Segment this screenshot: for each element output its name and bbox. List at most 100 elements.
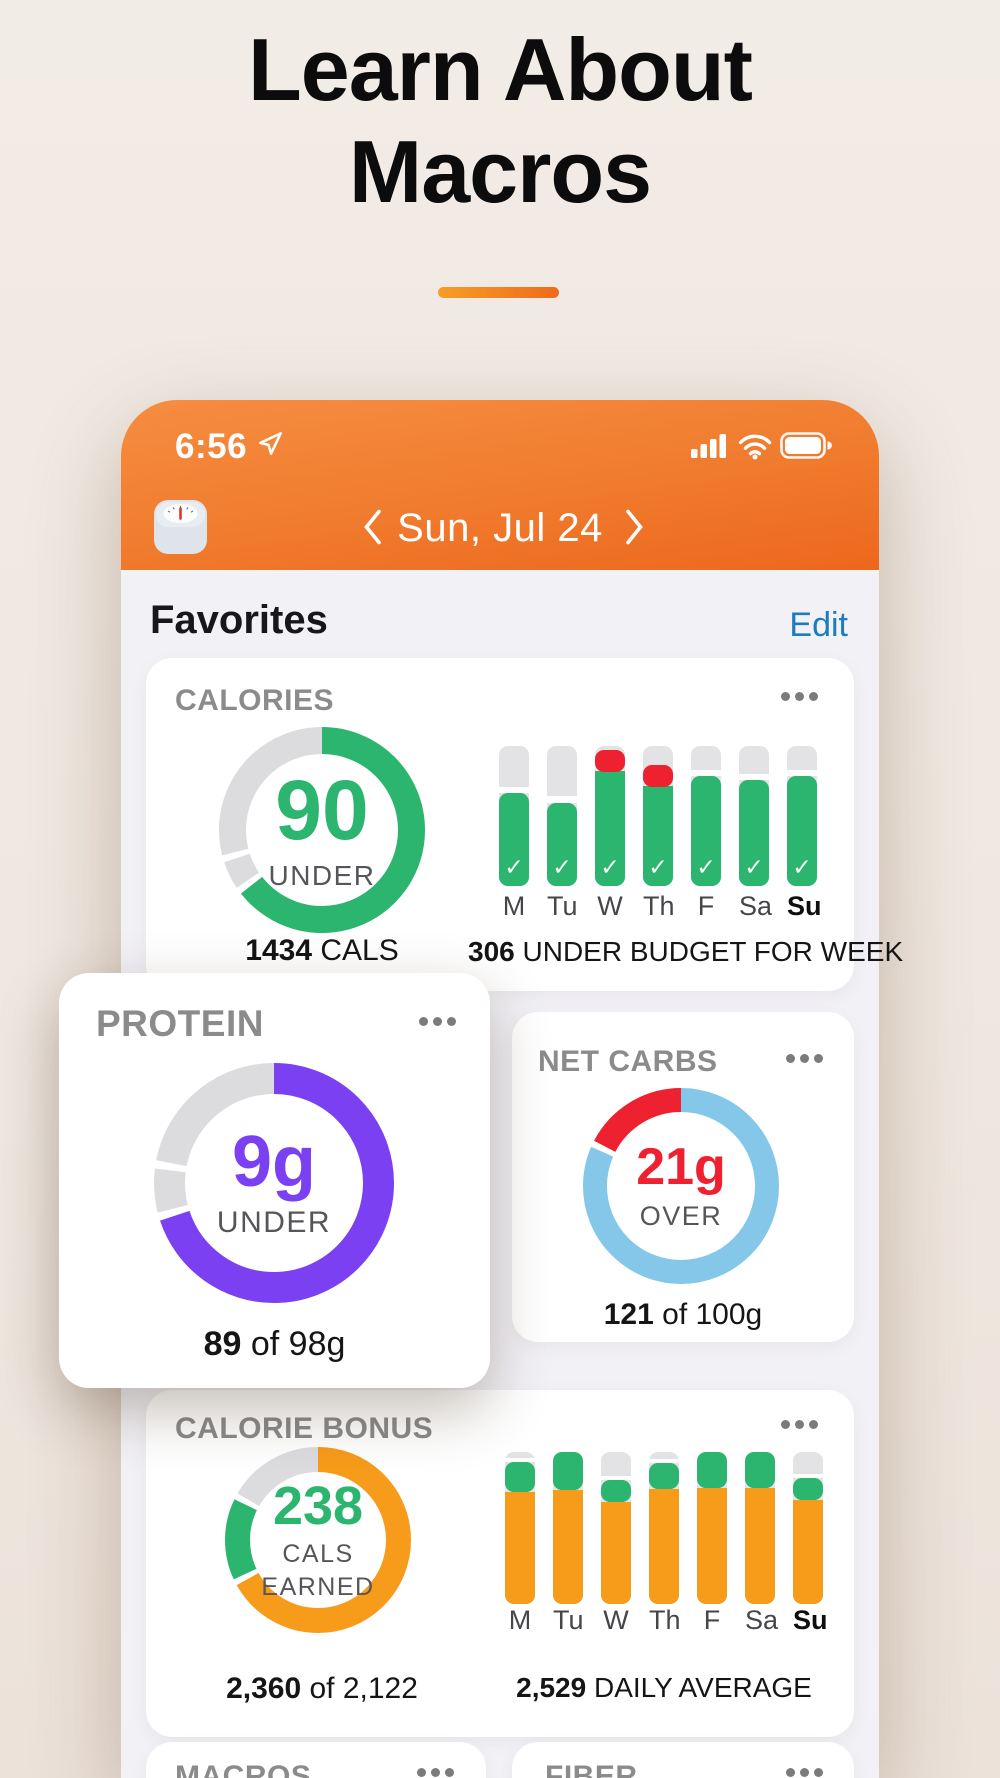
calorie-bonus-donut-center: 238 CALS EARNED	[225, 1447, 411, 1633]
calorie-bonus-caption: 2,360 of 2,122	[146, 1672, 498, 1706]
calorie-bonus-week-day-labels: M Tu W Th F Sa Su	[505, 1605, 828, 1636]
calorie-bonus-caption-rest: of 2,122	[301, 1672, 418, 1705]
weight-scale-icon[interactable]	[154, 500, 207, 559]
day-label-Tu: Tu	[547, 891, 578, 921]
day-checkmark-icon: ✓	[504, 854, 524, 880]
edit-favorites-button[interactable]: Edit	[789, 606, 848, 644]
day-label-W: W	[603, 1605, 629, 1635]
protein-more-options-button[interactable]	[419, 1017, 456, 1026]
macros-card-title: MACROS	[175, 1760, 312, 1778]
location-arrow-icon	[257, 430, 284, 462]
calories-more-options-button[interactable]	[781, 692, 818, 701]
day-label-Sa: Sa	[739, 891, 773, 921]
bar-Tu	[553, 1452, 583, 1604]
bar-Th	[649, 1452, 679, 1604]
bar-Su	[793, 1452, 823, 1604]
calories-donut-chart	[219, 727, 425, 933]
calories-week-day-labels: M Tu W Th F Sa Su	[499, 891, 822, 922]
calories-week-caption: 306 UNDER BUDGET FOR WEEK	[468, 936, 903, 968]
day-label-Su: Su	[787, 891, 822, 921]
calories-caption-rest: CALS	[312, 934, 399, 967]
day-label-Tu: Tu	[553, 1605, 584, 1635]
protein-donut-chart	[154, 1063, 394, 1303]
calorie-bonus-donut-chart	[225, 1447, 411, 1633]
hero-title-line2: Macros	[348, 122, 652, 221]
calorie-bonus-more-options-button[interactable]	[781, 1420, 818, 1429]
card-net-carbs: NET CARBS 21g OVER 121 of 100g	[512, 1012, 854, 1342]
bar-Sa: ✓	[739, 746, 769, 886]
calories-under-value: 90	[275, 763, 369, 857]
calorie-bonus-label2: EARNED	[261, 1572, 375, 1601]
wifi-icon	[738, 433, 772, 465]
card-calories: CALORIES 90 UNDER 1434 CALS ✓ ✓ ✓ ✓ ✓ ✓ ✓ M Tu W…	[146, 658, 903, 991]
day-label-F: F	[703, 1605, 721, 1635]
macros-more-options-button[interactable]	[417, 1768, 454, 1777]
day-checkmark-icon: ✓	[600, 854, 620, 880]
day-label-Su: Su	[793, 1605, 828, 1635]
day-label-Th: Th	[649, 1605, 681, 1635]
net-carbs-card-title: NET CARBS	[538, 1045, 718, 1078]
bar-Sa	[745, 1452, 775, 1604]
hero-title-line1: Learn About	[248, 20, 753, 119]
day-label-W: W	[597, 891, 623, 921]
calorie-bonus-consumed: 2,360	[226, 1672, 302, 1705]
battery-icon	[780, 432, 832, 464]
bar-Su: ✓	[787, 746, 817, 886]
date-nav-label[interactable]: Sun, Jul 24	[397, 506, 603, 550]
bar-F	[697, 1452, 727, 1604]
bar-M	[505, 1452, 535, 1604]
calories-card-title: CALORIES	[175, 684, 335, 717]
net-carbs-more-options-button[interactable]	[786, 1054, 823, 1063]
day-checkmark-icon: ✓	[792, 854, 812, 880]
protein-consumed: 89	[203, 1325, 242, 1363]
calories-total: 1434	[245, 934, 313, 967]
daily-average-value: 2,529	[516, 1672, 587, 1703]
hero-accent-divider	[438, 287, 559, 298]
favorites-heading: Favorites	[150, 598, 328, 642]
day-label-F: F	[697, 891, 715, 921]
bar-M: ✓	[499, 746, 529, 886]
bar-W	[601, 1452, 631, 1604]
protein-under-value: 9g	[231, 1122, 317, 1202]
bar-Th: ✓	[643, 746, 673, 886]
calorie-bonus-card-title: CALORIE BONUS	[175, 1412, 434, 1445]
calorie-bonus-value: 238	[272, 1475, 364, 1536]
chevron-left-icon[interactable]	[362, 508, 383, 551]
card-calorie-bonus: CALORIE BONUS 238 CALS EARNED 2,360 of 2…	[146, 1390, 854, 1737]
protein-under-label: UNDER	[216, 1206, 332, 1239]
card-macros: MACROS	[146, 1742, 486, 1778]
net-carbs-caption: 121 of 100g	[512, 1298, 854, 1332]
day-checkmark-icon: ✓	[552, 854, 572, 880]
net-carbs-donut-center: 21g OVER	[583, 1088, 779, 1284]
protein-card-title: PROTEIN	[96, 1003, 264, 1044]
calories-week-bar-chart: ✓ ✓ ✓ ✓ ✓ ✓ ✓	[499, 746, 817, 886]
net-carbs-over-value: 21g	[636, 1137, 726, 1196]
bar-W: ✓	[595, 746, 625, 886]
status-time: 6:56	[175, 427, 248, 466]
protein-caption: 89 of 98g	[59, 1325, 490, 1364]
day-checkmark-icon: ✓	[744, 854, 764, 880]
net-carbs-donut-chart	[583, 1088, 779, 1284]
chevron-right-icon[interactable]	[624, 508, 645, 551]
app-header: 6:56 Sun, Jul 24	[121, 400, 879, 570]
day-label-Th: Th	[643, 891, 675, 921]
day-label-Sa: Sa	[745, 1605, 779, 1635]
protein-donut-center: 9g UNDER	[154, 1063, 394, 1303]
calorie-bonus-label1: CALS	[282, 1539, 354, 1568]
card-protein: PROTEIN 9g UNDER 89 of 98g	[59, 973, 490, 1388]
week-caption-rest: UNDER BUDGET FOR WEEK	[514, 936, 904, 967]
daily-average-caption-rest: DAILY AVERAGE	[586, 1672, 812, 1703]
calorie-bonus-week-caption: 2,529 DAILY AVERAGE	[474, 1672, 854, 1704]
day-checkmark-icon: ✓	[696, 854, 716, 880]
fiber-more-options-button[interactable]	[786, 1768, 823, 1777]
week-under-value: 306	[468, 936, 515, 967]
net-carbs-consumed: 121	[603, 1298, 654, 1331]
net-carbs-caption-rest: of 100g	[653, 1298, 763, 1331]
day-checkmark-icon: ✓	[648, 854, 668, 880]
day-label-M: M	[502, 891, 526, 921]
fiber-card-title: FIBER	[545, 1760, 638, 1778]
day-label-M: M	[508, 1605, 532, 1635]
calories-under-label: UNDER	[268, 860, 376, 891]
bar-F: ✓	[691, 746, 721, 886]
